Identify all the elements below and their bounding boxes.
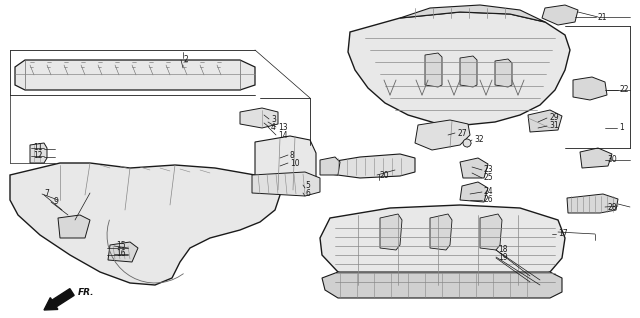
Polygon shape: [480, 214, 502, 250]
Polygon shape: [400, 5, 545, 22]
Text: 27: 27: [457, 128, 467, 137]
Polygon shape: [425, 53, 442, 87]
Text: FR.: FR.: [78, 288, 95, 297]
Text: 8: 8: [290, 150, 295, 160]
Text: 20: 20: [379, 170, 388, 179]
Text: 29: 29: [549, 114, 559, 122]
Text: 7: 7: [44, 190, 49, 198]
Text: 17: 17: [558, 230, 568, 238]
Polygon shape: [320, 157, 340, 175]
Polygon shape: [573, 77, 607, 100]
Text: 24: 24: [484, 188, 493, 197]
Text: 3: 3: [271, 114, 276, 123]
Text: 21: 21: [598, 12, 607, 22]
Polygon shape: [320, 205, 565, 292]
Text: 12: 12: [33, 151, 42, 161]
Text: 19: 19: [498, 253, 508, 262]
Polygon shape: [348, 12, 570, 125]
Polygon shape: [380, 214, 402, 250]
Polygon shape: [108, 242, 138, 262]
Text: 14: 14: [278, 130, 287, 140]
Polygon shape: [542, 5, 578, 25]
Polygon shape: [528, 110, 562, 132]
Text: 11: 11: [33, 143, 42, 153]
Polygon shape: [580, 148, 612, 168]
Text: 31: 31: [549, 121, 559, 130]
Polygon shape: [322, 272, 562, 298]
Text: 13: 13: [278, 122, 287, 132]
Polygon shape: [460, 56, 477, 87]
Polygon shape: [58, 215, 90, 238]
Text: 26: 26: [484, 196, 493, 204]
FancyArrow shape: [44, 289, 74, 310]
Text: 23: 23: [484, 165, 493, 175]
Circle shape: [463, 139, 471, 147]
Polygon shape: [567, 194, 618, 213]
Polygon shape: [430, 214, 452, 250]
Text: 30: 30: [607, 156, 617, 164]
Text: 22: 22: [620, 86, 630, 94]
Polygon shape: [495, 59, 512, 87]
Polygon shape: [252, 172, 320, 196]
Text: 32: 32: [474, 135, 484, 144]
Text: 18: 18: [498, 245, 508, 254]
Polygon shape: [330, 154, 415, 178]
Polygon shape: [240, 108, 278, 128]
Text: 4: 4: [271, 122, 276, 132]
Text: 25: 25: [484, 174, 493, 183]
Text: 6: 6: [305, 189, 310, 197]
Text: 15: 15: [116, 241, 125, 251]
Text: 28: 28: [607, 203, 616, 211]
Polygon shape: [255, 136, 316, 192]
Polygon shape: [15, 60, 255, 90]
Polygon shape: [10, 163, 280, 285]
Text: 5: 5: [305, 181, 310, 190]
Text: 9: 9: [53, 197, 58, 206]
Text: 16: 16: [116, 250, 125, 259]
Text: 10: 10: [290, 158, 300, 168]
Polygon shape: [460, 182, 488, 202]
Polygon shape: [30, 143, 47, 163]
Text: 2: 2: [183, 56, 188, 65]
Text: 1: 1: [619, 123, 624, 133]
Polygon shape: [415, 120, 470, 150]
Polygon shape: [460, 158, 488, 178]
